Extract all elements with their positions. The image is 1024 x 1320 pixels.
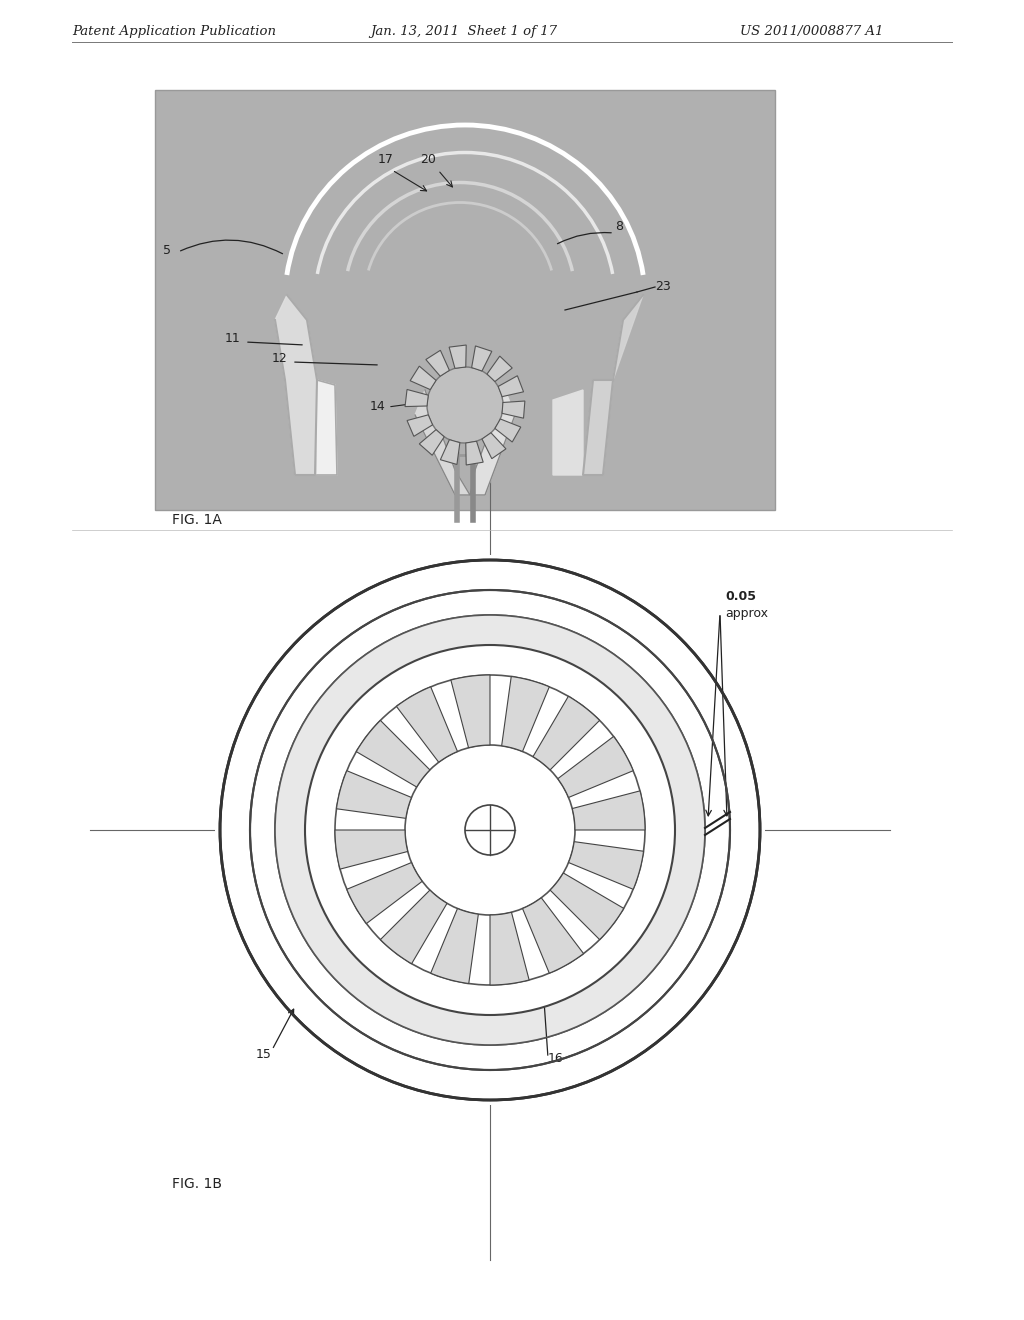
Text: 8: 8	[615, 220, 623, 234]
Text: 20: 20	[420, 153, 436, 166]
Text: approx: approx	[725, 607, 768, 620]
Polygon shape	[408, 414, 432, 437]
Polygon shape	[426, 350, 450, 376]
Polygon shape	[431, 908, 478, 983]
Polygon shape	[472, 346, 492, 371]
Polygon shape	[406, 389, 428, 407]
Text: 11: 11	[225, 333, 241, 345]
Text: 12: 12	[272, 352, 288, 366]
Text: 14: 14	[370, 400, 386, 413]
Polygon shape	[451, 675, 490, 747]
Polygon shape	[568, 842, 643, 890]
Polygon shape	[347, 862, 422, 924]
Polygon shape	[317, 380, 337, 475]
Polygon shape	[572, 791, 645, 830]
Polygon shape	[440, 440, 460, 465]
Polygon shape	[558, 737, 633, 797]
Circle shape	[275, 615, 705, 1045]
Circle shape	[220, 560, 760, 1100]
Text: 5: 5	[163, 243, 171, 256]
Polygon shape	[553, 389, 583, 475]
Polygon shape	[490, 912, 529, 985]
Polygon shape	[337, 771, 412, 818]
Text: 16: 16	[548, 1052, 564, 1065]
Polygon shape	[583, 294, 643, 475]
Circle shape	[406, 744, 575, 915]
Text: FIG. 1A: FIG. 1A	[172, 513, 222, 527]
Polygon shape	[411, 366, 436, 389]
Polygon shape	[275, 294, 317, 475]
Text: US 2011/0008877 A1: US 2011/0008877 A1	[740, 25, 884, 38]
Text: 23: 23	[655, 280, 671, 293]
Polygon shape	[335, 830, 408, 869]
Polygon shape	[502, 401, 525, 418]
Circle shape	[305, 645, 675, 1015]
Polygon shape	[415, 389, 470, 495]
Circle shape	[335, 675, 645, 985]
Text: 17: 17	[378, 153, 394, 166]
Polygon shape	[495, 418, 521, 442]
Polygon shape	[550, 873, 624, 940]
Polygon shape	[419, 429, 444, 455]
Text: Jan. 13, 2011  Sheet 1 of 17: Jan. 13, 2011 Sheet 1 of 17	[370, 25, 557, 38]
Polygon shape	[356, 721, 430, 787]
Polygon shape	[470, 389, 515, 495]
Polygon shape	[450, 345, 466, 368]
Bar	[155, 90, 775, 510]
Circle shape	[427, 367, 503, 444]
Circle shape	[465, 805, 515, 855]
Polygon shape	[482, 433, 506, 458]
Polygon shape	[498, 376, 523, 396]
Text: FIG. 1B: FIG. 1B	[172, 1177, 222, 1191]
Polygon shape	[466, 441, 483, 465]
Text: Patent Application Publication: Patent Application Publication	[72, 25, 276, 38]
Text: 0.05: 0.05	[725, 590, 756, 603]
Circle shape	[215, 554, 765, 1105]
Polygon shape	[487, 356, 512, 381]
Polygon shape	[502, 676, 549, 751]
Polygon shape	[396, 686, 458, 762]
Text: 15: 15	[256, 1048, 272, 1061]
Polygon shape	[522, 898, 584, 973]
Polygon shape	[380, 890, 447, 964]
Polygon shape	[532, 696, 600, 770]
